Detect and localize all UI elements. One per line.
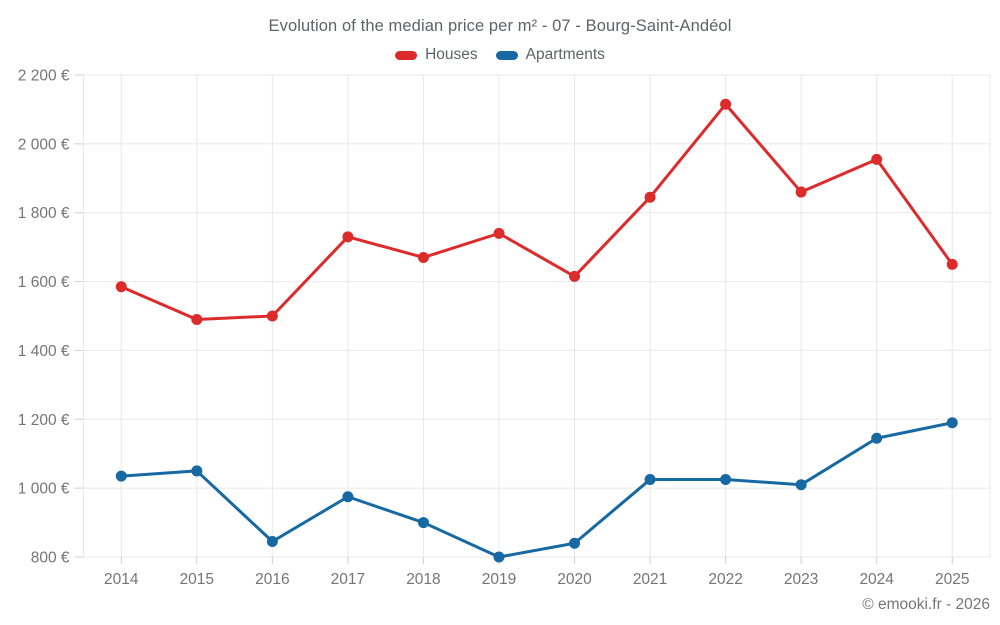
houses-data-point bbox=[493, 227, 505, 239]
x-tick-label: 2024 bbox=[859, 571, 894, 588]
y-tick-label: 2 200 € bbox=[18, 68, 70, 85]
houses-data-point bbox=[417, 251, 429, 263]
houses-data-point bbox=[644, 191, 656, 203]
x-tick-label: 2022 bbox=[708, 571, 742, 588]
chart-legend: Houses Apartments bbox=[0, 46, 1000, 64]
apartments-data-point bbox=[871, 432, 883, 444]
legend-label-houses: Houses bbox=[425, 46, 478, 63]
houses-data-point bbox=[569, 270, 581, 282]
houses-data-point bbox=[191, 313, 203, 325]
x-tick-label: 2014 bbox=[104, 571, 139, 588]
x-tick-label: 2023 bbox=[784, 571, 818, 588]
x-tick-label: 2016 bbox=[255, 571, 289, 588]
houses-data-point bbox=[795, 186, 807, 198]
apartments-data-point bbox=[720, 474, 732, 486]
x-tick-label: 2020 bbox=[557, 571, 592, 588]
apartments-legend-swatch-icon bbox=[495, 50, 518, 60]
x-tick-label: 2015 bbox=[180, 571, 214, 588]
houses-data-point bbox=[946, 258, 958, 270]
apartments-data-point bbox=[795, 479, 807, 491]
apartments-data-point bbox=[493, 551, 505, 563]
attribution-text: © emooki.fr - 2026 bbox=[862, 596, 990, 613]
x-tick-label: 2017 bbox=[331, 571, 365, 588]
y-tick-label: 2 000 € bbox=[18, 136, 70, 153]
y-tick-label: 1 400 € bbox=[18, 343, 70, 360]
y-tick-label: 1 200 € bbox=[18, 412, 70, 429]
apartments-data-point bbox=[644, 474, 656, 486]
apartments-data-point bbox=[417, 517, 429, 529]
legend-item-houses[interactable]: Houses bbox=[395, 46, 478, 64]
houses-data-point bbox=[342, 231, 354, 243]
apartments-data-point bbox=[342, 491, 354, 503]
apartments-data-point bbox=[266, 536, 278, 548]
chart-title: Evolution of the median price per m² - 0… bbox=[268, 17, 732, 35]
legend-label-apartments: Apartments bbox=[525, 46, 605, 63]
houses-line bbox=[119, 102, 954, 321]
houses-data-point bbox=[720, 98, 732, 110]
houses-data-point bbox=[871, 153, 883, 165]
legend-item-apartments[interactable]: Apartments bbox=[495, 46, 605, 64]
houses-data-point bbox=[115, 281, 127, 293]
x-tick-label: 2019 bbox=[482, 571, 516, 588]
apartments-data-point bbox=[569, 537, 581, 549]
x-tick-label: 2025 bbox=[935, 571, 969, 588]
x-tick-label: 2018 bbox=[406, 571, 440, 588]
apartments-data-point bbox=[946, 417, 958, 429]
y-tick-label: 1 800 € bbox=[18, 205, 70, 222]
y-tick-label: 1 000 € bbox=[18, 481, 70, 498]
houses-legend-swatch-icon bbox=[395, 50, 418, 60]
houses-data-point bbox=[266, 310, 278, 322]
apartments-data-point bbox=[191, 465, 203, 477]
apartments-line bbox=[119, 421, 954, 559]
y-tick-label: 800 € bbox=[31, 550, 70, 567]
y-tick-label: 1 600 € bbox=[18, 274, 70, 291]
x-tick-label: 2021 bbox=[633, 571, 667, 588]
apartments-data-point bbox=[115, 470, 127, 482]
